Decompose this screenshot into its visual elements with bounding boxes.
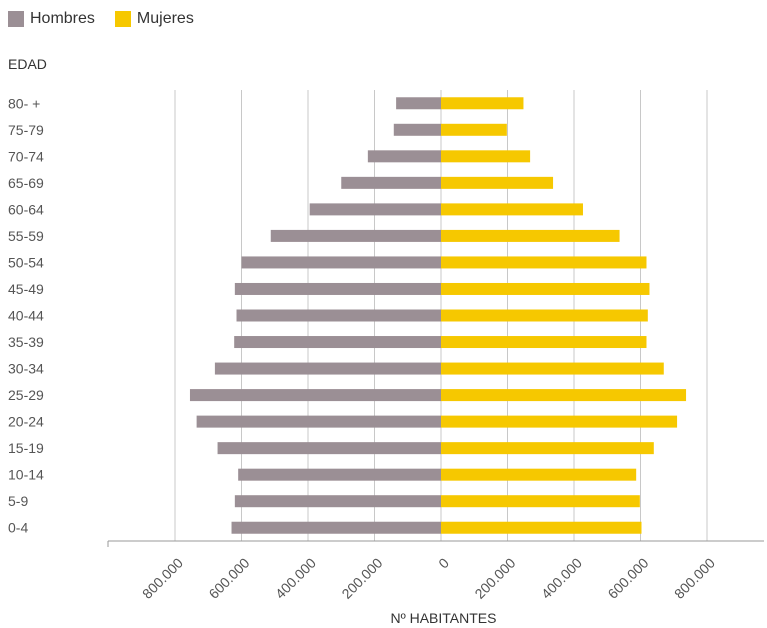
bar-mujeres xyxy=(441,389,687,402)
x-tick-label: 600.000 xyxy=(205,555,252,602)
bar-mujeres xyxy=(441,468,637,481)
x-tick-label: 200.000 xyxy=(338,555,385,602)
bar-mujeres xyxy=(441,176,554,189)
legend-swatch-hombres xyxy=(8,11,24,27)
y-tick-label: 80- + xyxy=(8,95,40,111)
bar-mujeres xyxy=(441,256,647,269)
y-tick-label: 55-59 xyxy=(8,228,44,244)
bar-mujeres xyxy=(441,415,678,428)
bar-hombres xyxy=(234,282,441,295)
y-tick-label: 70-74 xyxy=(8,148,44,164)
bar-hombres xyxy=(236,309,441,322)
y-tick-label: 50-54 xyxy=(8,254,44,270)
y-tick-label: 5-9 xyxy=(8,493,28,509)
legend-label-mujeres: Mujeres xyxy=(136,10,194,27)
bar-hombres xyxy=(234,336,441,349)
y-tick-label: 45-49 xyxy=(8,281,44,297)
legend-item-mujeres[interactable]: Mujeres xyxy=(114,10,194,28)
bar-hombres xyxy=(396,97,441,110)
x-tick-label: 600.000 xyxy=(604,555,651,602)
bar-mujeres xyxy=(441,309,648,322)
bar-mujeres xyxy=(441,229,620,242)
x-tick-label: 0 xyxy=(435,555,452,572)
x-tick-label: 800.000 xyxy=(671,555,718,602)
bar-hombres xyxy=(238,468,441,481)
bar-mujeres xyxy=(441,521,642,534)
bar-mujeres xyxy=(441,203,583,216)
y-tick-label: 75-79 xyxy=(8,122,44,138)
legend-label-hombres: Hombres xyxy=(30,10,95,27)
y-tick-label: 15-19 xyxy=(8,440,44,456)
legend-swatch-mujeres xyxy=(114,11,131,27)
y-tick-label: 35-39 xyxy=(8,334,44,350)
bar-hombres xyxy=(393,123,441,136)
bar-mujeres xyxy=(441,336,647,349)
y-tick-label: 40-44 xyxy=(8,308,44,324)
y-tick-label: 60-64 xyxy=(8,201,44,217)
bar-hombres xyxy=(196,415,441,428)
bar-mujeres xyxy=(441,442,654,455)
bar-hombres xyxy=(341,176,441,189)
bar-hombres xyxy=(270,229,441,242)
x-tick-label: 800.000 xyxy=(139,555,186,602)
bar-mujeres xyxy=(441,495,640,508)
y-tick-label: 20-24 xyxy=(8,414,44,430)
y-tick-label: 25-29 xyxy=(8,387,44,403)
bar-mujeres xyxy=(441,150,531,163)
y-tick-label: 30-34 xyxy=(8,361,44,377)
bar-hombres xyxy=(241,256,441,269)
x-tick-label: 400.000 xyxy=(272,555,319,602)
y-tick-label: 0-4 xyxy=(8,520,28,536)
bar-hombres xyxy=(234,495,441,508)
bar-mujeres xyxy=(441,97,524,110)
bar-mujeres xyxy=(441,362,664,375)
bar-hombres xyxy=(189,389,441,402)
legend: Hombres Mujeres xyxy=(8,10,194,28)
y-axis-title: EDAD xyxy=(8,56,47,72)
bar-hombres xyxy=(231,521,441,534)
bar-hombres xyxy=(309,203,441,216)
x-tick-label: 200.000 xyxy=(471,555,518,602)
legend-item-hombres[interactable]: Hombres xyxy=(8,10,95,28)
bar-hombres xyxy=(367,150,441,163)
bar-hombres xyxy=(214,362,441,375)
bar-mujeres xyxy=(441,282,650,295)
y-tick-label: 65-69 xyxy=(8,175,44,191)
x-axis-title: Nº HABITANTES xyxy=(390,610,497,626)
y-tick-label: 10-14 xyxy=(8,467,44,483)
bar-mujeres xyxy=(441,123,507,136)
bar-hombres xyxy=(217,442,441,455)
x-tick-label: 400.000 xyxy=(538,555,585,602)
